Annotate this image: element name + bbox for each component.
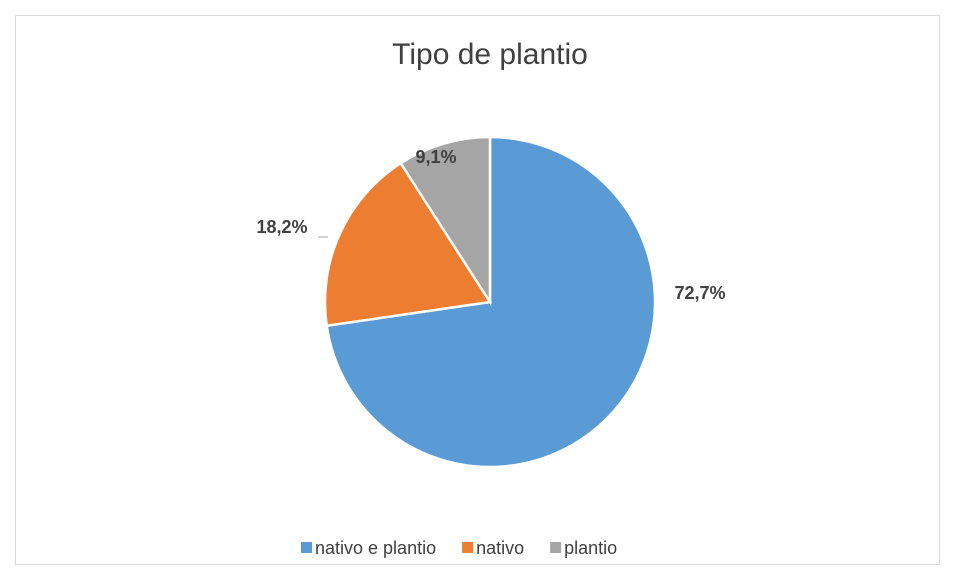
data-label: 18,2% xyxy=(256,217,307,237)
legend-swatch xyxy=(301,542,312,553)
legend-swatch xyxy=(550,542,562,553)
legend-swatch xyxy=(462,542,474,553)
legend-label: plantio xyxy=(564,538,617,558)
legend-label: nativo xyxy=(476,538,524,558)
chart-title: Tipo de plantio xyxy=(392,38,588,71)
legend-label: nativo e plantio xyxy=(315,538,436,558)
pie-slice xyxy=(323,161,493,328)
pie-slice xyxy=(398,135,492,307)
data-label: 9,1% xyxy=(415,147,456,167)
data-label: 72,7% xyxy=(674,283,725,303)
